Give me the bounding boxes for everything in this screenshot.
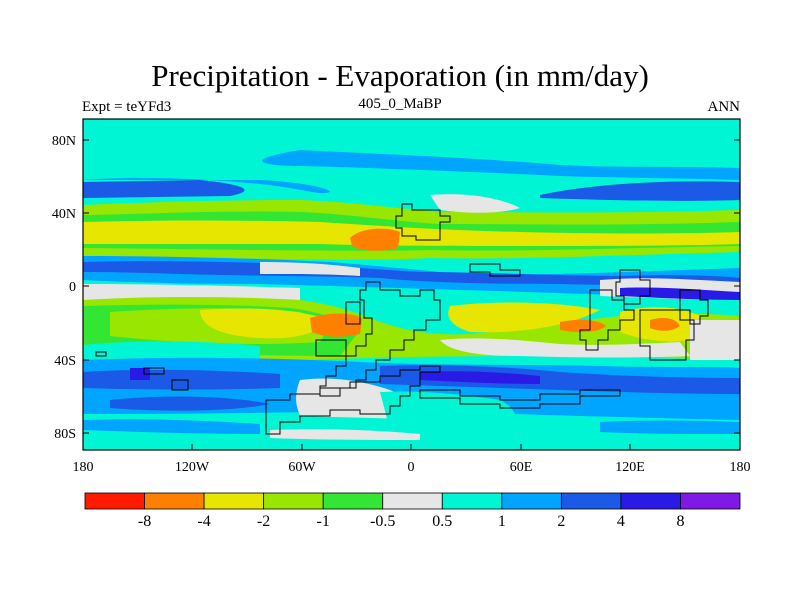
- colorbar-swatch: [560, 492, 622, 510]
- x-tick-label: 120E: [615, 460, 645, 475]
- colorbar: [84, 492, 741, 510]
- x-tick-label: 60W: [288, 460, 316, 475]
- season-label: ANN: [707, 99, 741, 115]
- colorbar-label: 1: [498, 513, 506, 530]
- colorbar-labels: -8 -4 -2 -1 -0.5 0.5 1 2 4 8: [138, 513, 685, 530]
- colorbar-swatch: [441, 492, 503, 510]
- colorbar-label: -1: [317, 513, 330, 530]
- period-label: 405_0_MaBP: [358, 96, 442, 112]
- colorbar-label: 8: [676, 513, 684, 530]
- y-tick-labels: 80N 40N 0 40S 80S: [52, 134, 76, 442]
- y-tick-label: 80S: [54, 427, 76, 442]
- colorbar-label: -4: [197, 513, 210, 530]
- y-tick-marks: [83, 139, 740, 434]
- x-tick-label: 180: [73, 460, 94, 475]
- colorbar-label: 0.5: [432, 513, 452, 530]
- colorbar-swatch: [144, 492, 205, 510]
- x-tick-label: 60E: [510, 460, 533, 475]
- colorbar-swatch: [263, 492, 324, 510]
- colorbar-label: -0.5: [370, 513, 395, 530]
- x-tick-label: 120W: [175, 460, 210, 475]
- y-tick-label: 80N: [52, 134, 76, 149]
- y-tick-label: 40S: [54, 354, 76, 369]
- experiment-label: Expt = teYFd3: [82, 99, 172, 115]
- x-tick-label: 0: [408, 460, 415, 475]
- colorbar-label: -2: [257, 513, 270, 530]
- x-tick-label: 180: [730, 460, 751, 475]
- colorbar-label: -8: [138, 513, 151, 530]
- y-tick-label: 0: [69, 280, 76, 295]
- colorbar-label: 4: [617, 513, 625, 530]
- map-title: Precipitation - Evaporation (in mm/day): [151, 58, 649, 93]
- x-tick-labels: 180 120W 60W 0 60E 120E 180: [73, 460, 751, 475]
- field-layer: [83, 119, 740, 450]
- colorbar-swatch: [84, 492, 145, 510]
- y-tick-label: 40N: [52, 207, 76, 222]
- x-tick-marks: [191, 444, 631, 450]
- land-outlines: [95, 203, 709, 435]
- colorbar-swatch: [680, 492, 741, 510]
- colorbar-label: 2: [557, 513, 565, 530]
- colorbar-swatch: [620, 492, 681, 510]
- colorbar-swatch: [382, 492, 443, 510]
- colorbar-swatch: [501, 492, 562, 510]
- colorbar-swatch: [203, 492, 265, 510]
- colorbar-swatch: [322, 492, 384, 510]
